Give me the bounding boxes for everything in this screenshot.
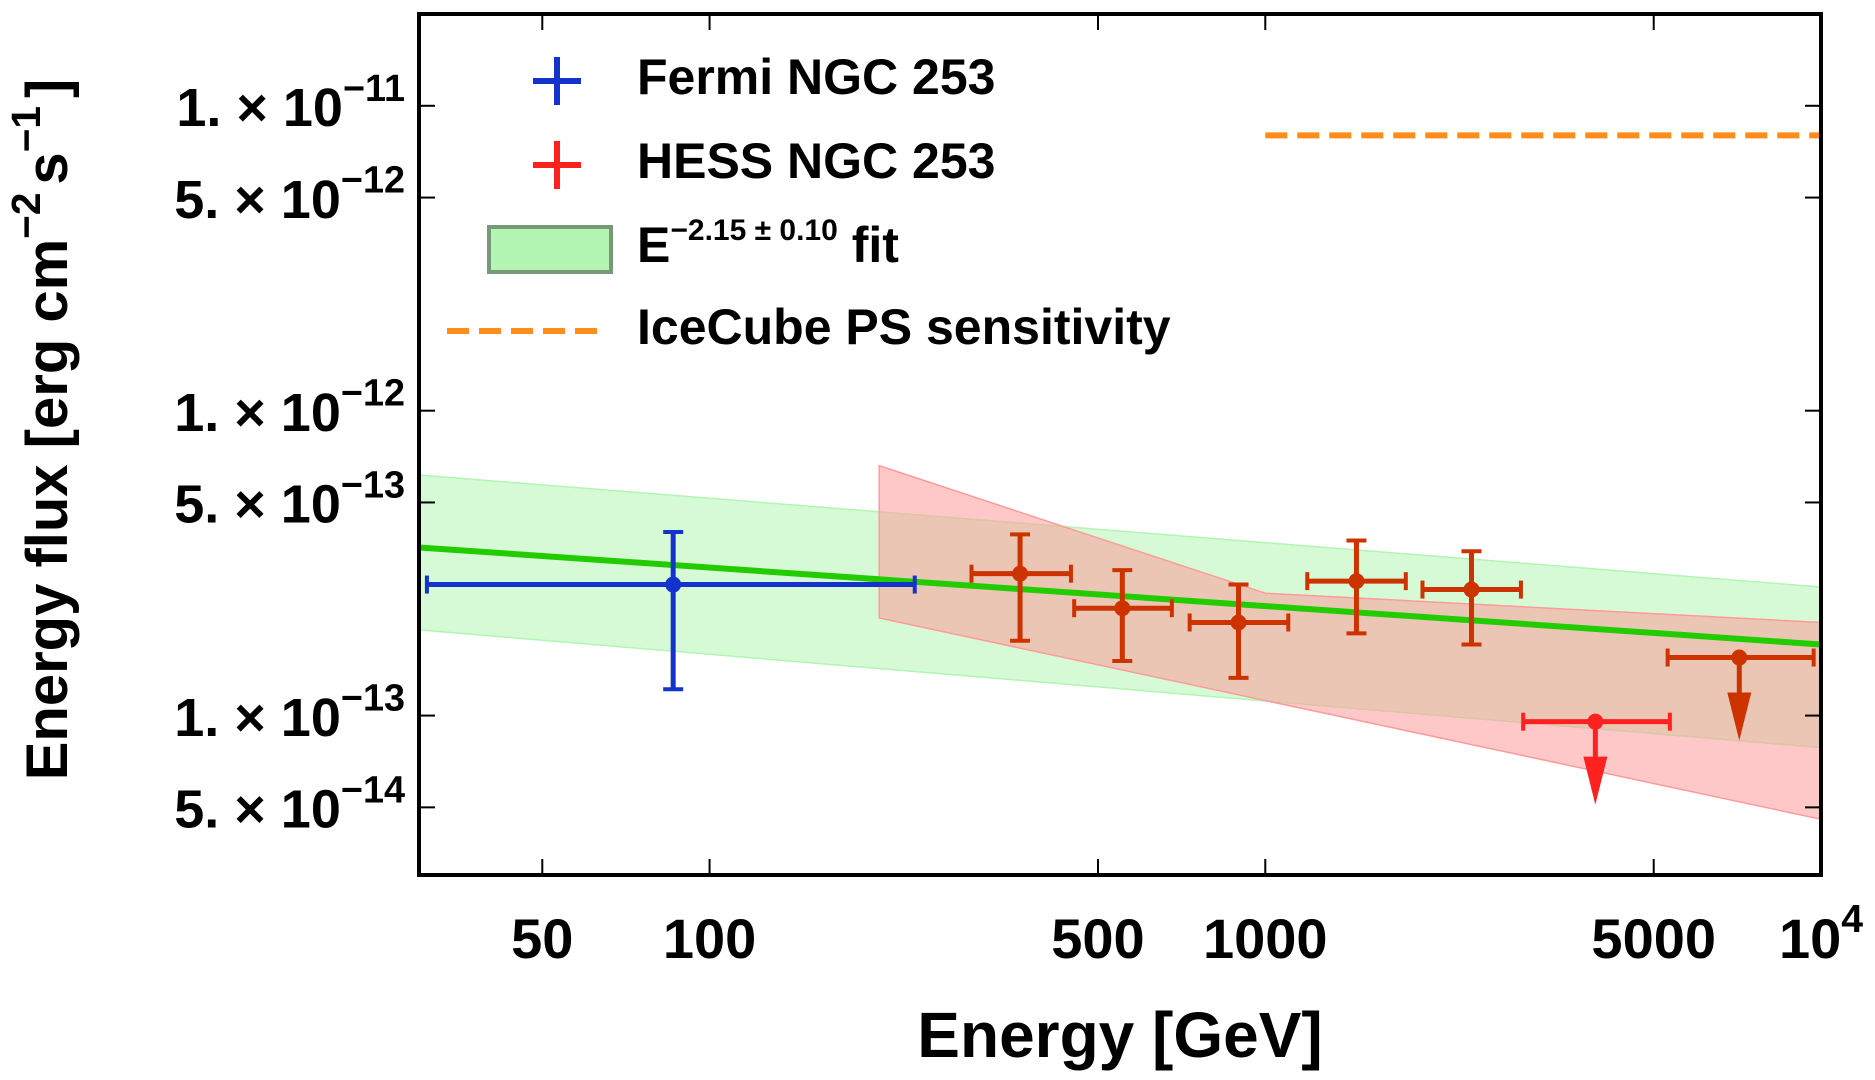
- data-point: [1012, 565, 1029, 582]
- superscript: −2: [3, 193, 49, 239]
- y-axis-label-part: s: [15, 152, 80, 184]
- legend-label: HESS NGC 253: [637, 133, 995, 189]
- x-axis-label: Energy [GeV]: [917, 999, 1322, 1071]
- y-tick-label: 1. × 10−13: [174, 678, 405, 748]
- upper-limit-arrow: [1727, 692, 1752, 741]
- y-axis-label-part: Energy flux [erg cm: [15, 239, 80, 780]
- y-tick-label: 1. × 10−12: [174, 373, 405, 443]
- data-point: [1230, 614, 1247, 631]
- legend-label: Fermi NGC 253: [637, 49, 995, 105]
- x-tick-label: 1000: [1203, 907, 1328, 970]
- data-point: [665, 576, 682, 593]
- data-point: [1463, 581, 1480, 598]
- superscript: −14: [341, 769, 405, 811]
- plot-frame: [417, 12, 1823, 877]
- superscript: −2.15 ± 0.10: [670, 214, 837, 247]
- plot-area: [419, 132, 1821, 821]
- superscript: −12: [341, 373, 405, 415]
- legend-label: IceCube PS sensitivity: [637, 299, 1171, 355]
- data-point: [1348, 573, 1365, 590]
- hess-band: [878, 464, 1821, 821]
- data-point: [1114, 600, 1131, 617]
- superscript: −12: [341, 160, 405, 202]
- superscript: 4: [1841, 898, 1863, 941]
- y-tick-label: 5. × 10−12: [174, 160, 405, 230]
- y-axis-label: Energy flux [erg cm−2 s−1]: [3, 79, 81, 781]
- legend-swatch: [487, 225, 613, 274]
- y-tick-label: 5. × 10−14: [174, 769, 405, 839]
- data-point: [1731, 649, 1748, 666]
- legend-label: E−2.15 ± 0.10 fit: [637, 214, 899, 273]
- y-tick-label: 5. × 10−13: [174, 464, 405, 534]
- upper-limit-arrow: [1583, 756, 1608, 805]
- x-tick-label: 100: [663, 907, 756, 970]
- superscript: −13: [341, 678, 405, 720]
- superscript: −11: [343, 68, 405, 110]
- x-tick-label: 5000: [1591, 907, 1716, 970]
- data-point: [1587, 713, 1604, 730]
- legend-label-suffix: fit: [838, 217, 899, 273]
- superscript: −13: [341, 464, 405, 506]
- x-tick-label: 104: [1779, 898, 1863, 970]
- y-axis-label-part: ]: [15, 79, 80, 98]
- x-tick-label: 500: [1051, 907, 1144, 970]
- superscript: −1: [3, 106, 49, 152]
- x-tick-label: 50: [511, 907, 573, 970]
- y-tick-label: 1. × 10−11: [176, 68, 405, 138]
